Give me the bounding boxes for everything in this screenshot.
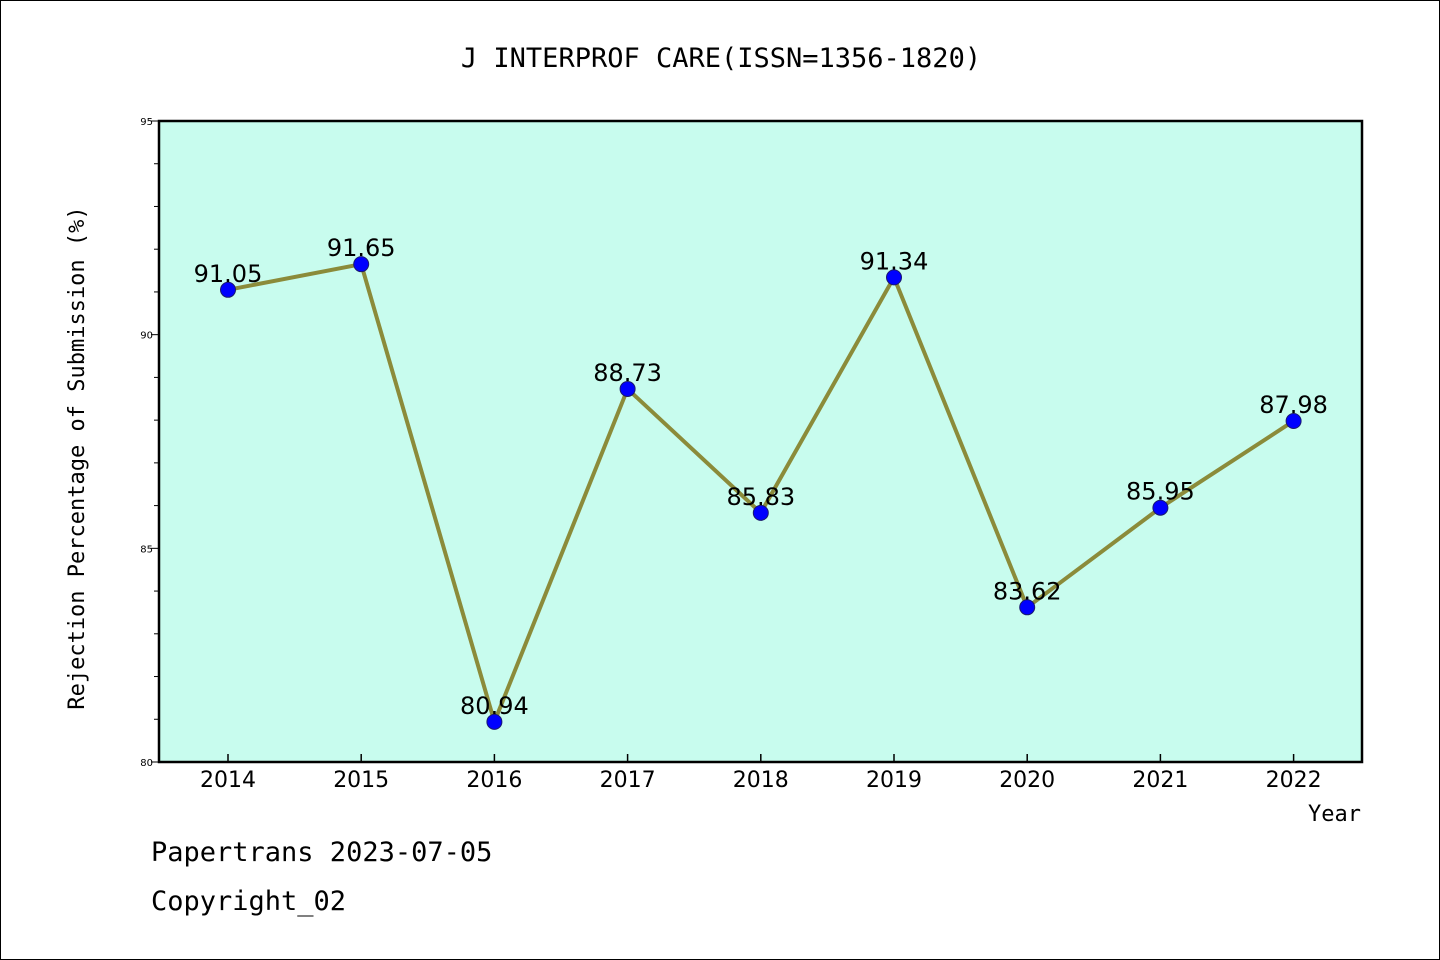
y-tick-label: 90 [140,331,153,342]
plot-area [157,119,1364,764]
x-axis-ticks: 2014 2015 2016 2017 2018 2019 2020 2021 2022 [200,754,1322,793]
y-axis-ticks: 80 85 90 95 [140,117,159,769]
data-point [1285,412,1302,429]
data-point [486,713,503,730]
x-tick-label: 2019 [866,768,922,793]
data-label: 88.73 [593,359,662,387]
footer-copyright: Copyright_02 [151,886,347,917]
data-point [353,256,370,273]
y-tick-label: 80 [140,758,153,769]
data-point [1152,499,1169,516]
x-tick-label: 2021 [1132,768,1188,793]
x-tick-label: 2018 [733,768,789,793]
x-tick-label: 2017 [600,768,656,793]
data-label: 85.95 [1126,478,1195,506]
data-markers [220,256,1302,730]
data-label: 91.65 [327,234,396,262]
data-labels: 91.05 91.65 80.94 88.73 85.83 91.34 83.62 85.95… [194,234,1328,720]
x-tick-label: 2022 [1266,768,1322,793]
y-tick-label: 95 [140,117,153,128]
data-label: 80.94 [460,692,529,720]
x-tick-label: 2015 [333,768,389,793]
data-point [752,504,769,521]
y-axis-label: Rejection Percentage of Submission (%) [65,206,90,709]
data-point [220,281,236,298]
data-point [886,269,902,286]
footer-date: Papertrans 2023-07-05 [151,837,493,868]
x-tick-label: 2014 [200,768,256,793]
y-tick-label: 85 [140,544,153,555]
data-label: 91.05 [194,260,263,288]
x-axis-label: Year [1308,802,1361,827]
data-label: 87.98 [1259,391,1328,419]
data-point [619,380,636,397]
chart-title: J INTERPROF CARE(ISSN=1356-1820) [461,43,981,74]
data-label: 91.34 [860,247,929,275]
data-label: 83.62 [993,577,1062,605]
x-tick-label: 2020 [999,768,1055,793]
x-tick-label: 2016 [466,768,522,793]
data-point [1019,599,1036,616]
data-label: 85.83 [726,483,795,511]
